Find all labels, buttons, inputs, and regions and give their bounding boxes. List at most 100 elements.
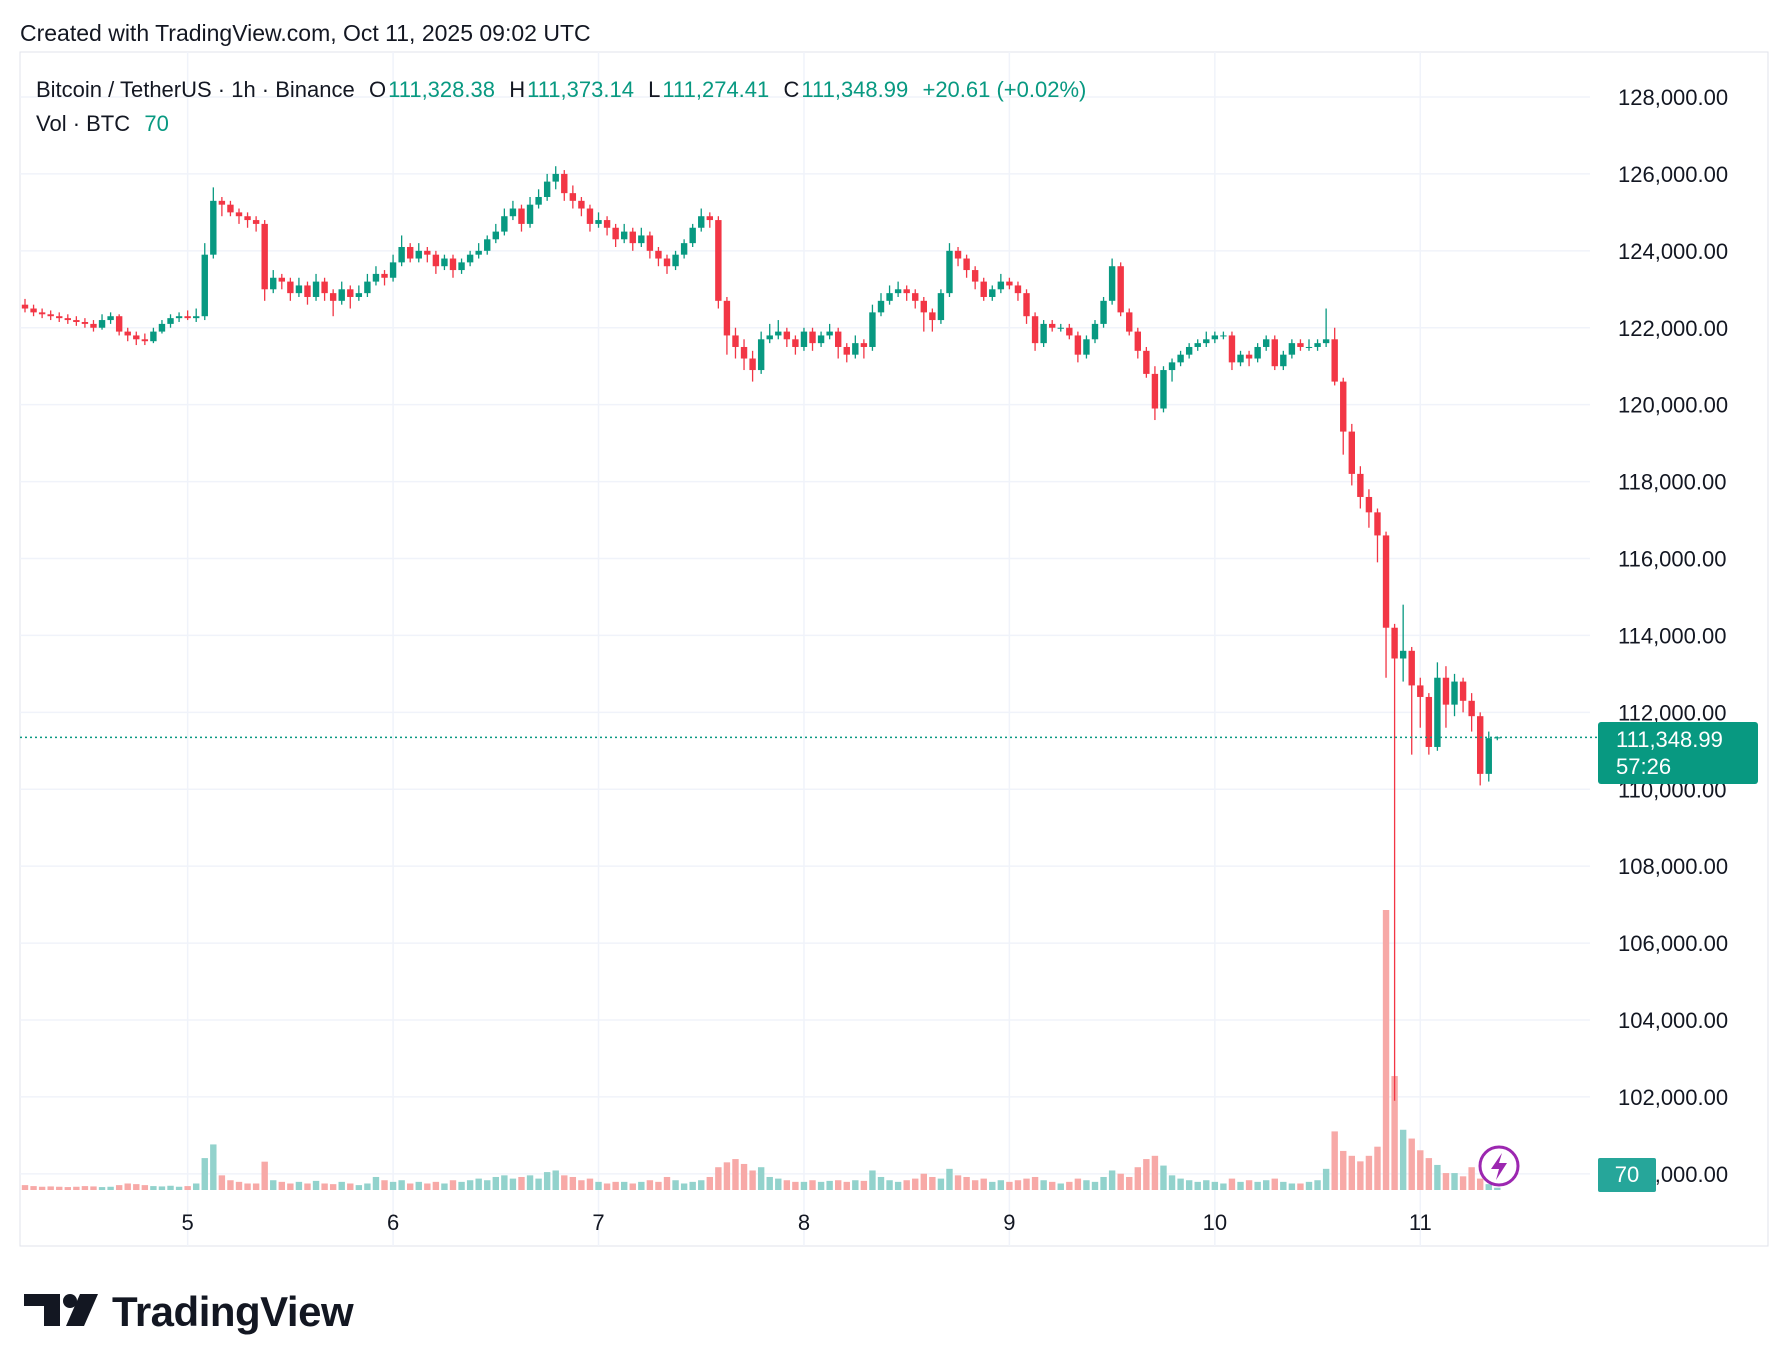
candle-body	[578, 200, 585, 209]
candle-body	[1040, 323, 1047, 344]
volume-bar	[372, 1176, 380, 1190]
volume-bar	[749, 1170, 756, 1190]
volume-bar	[1425, 1158, 1433, 1190]
candle-body	[1126, 312, 1133, 332]
volume-bar	[518, 1176, 525, 1190]
candle-body	[1365, 496, 1373, 513]
candle-body	[595, 220, 602, 224]
volume-bar	[252, 1183, 260, 1190]
candle-body	[680, 243, 688, 255]
volume-bar	[295, 1181, 303, 1190]
candle-body	[1074, 335, 1082, 355]
candle-body	[569, 193, 577, 201]
volume-bar	[167, 1185, 174, 1190]
volume-bar	[535, 1178, 542, 1190]
volume-bar	[458, 1181, 465, 1190]
y-tick-label: 120,000.00	[1618, 393, 1728, 418]
volume-bar	[1211, 1181, 1219, 1190]
candle-body	[1245, 354, 1253, 359]
candle-body	[193, 316, 200, 319]
y-tick-label: 122,000.00	[1618, 316, 1728, 341]
candle-body	[295, 285, 303, 294]
legend-l: L	[648, 77, 661, 102]
candle-body	[663, 258, 671, 267]
y-tick-label: 114,000.00	[1618, 623, 1726, 648]
volume-bar	[689, 1181, 696, 1190]
lightning-icon[interactable]	[1478, 1145, 1520, 1187]
volume-bar	[543, 1172, 551, 1190]
volume-bar	[835, 1180, 842, 1190]
volume-bar	[1083, 1180, 1090, 1190]
volume-bar	[826, 1180, 833, 1190]
candle-body	[954, 250, 962, 259]
candle-body	[141, 339, 149, 342]
volume-bar	[1057, 1183, 1064, 1190]
volume-bar	[1391, 1076, 1398, 1190]
volume-bar	[1288, 1183, 1296, 1190]
volume-bar	[1485, 1184, 1492, 1190]
candle-body	[1151, 373, 1159, 409]
volume-bar	[1074, 1178, 1082, 1190]
legend-change: +20.61 (+0.02%)	[922, 77, 1087, 102]
candle-body	[1177, 354, 1184, 363]
candle-body	[963, 258, 970, 271]
candle-body	[1254, 346, 1261, 359]
volume-bar	[270, 1180, 277, 1190]
volume-bar	[989, 1181, 996, 1190]
candle-body	[81, 321, 89, 324]
candle-body	[638, 235, 645, 244]
volume-bar	[175, 1186, 183, 1190]
volume-layer	[21, 910, 1501, 1190]
volume-bar	[278, 1181, 285, 1190]
candle-body	[612, 227, 619, 240]
candle-body	[321, 281, 328, 294]
candle-body	[1485, 738, 1492, 774]
candle-body	[646, 235, 654, 251]
volume-bar	[1399, 1129, 1407, 1190]
candle-body	[1442, 677, 1450, 705]
volume-bar	[920, 1173, 927, 1190]
candle-body	[903, 289, 910, 294]
candle-body	[800, 331, 808, 347]
volume-bar	[852, 1180, 859, 1190]
volume-bar	[329, 1184, 337, 1190]
volume-bar	[578, 1180, 585, 1190]
candle-body	[475, 250, 482, 255]
volume-bar	[886, 1180, 893, 1190]
volume-bar	[466, 1180, 474, 1190]
volume-bar	[1040, 1180, 1047, 1190]
volume-bar	[193, 1183, 200, 1190]
volume-bar	[107, 1186, 114, 1190]
volume-bar	[894, 1181, 902, 1190]
candle-body	[1108, 266, 1116, 301]
volume-bar	[638, 1181, 645, 1190]
candle-body	[543, 181, 551, 197]
volume-bar	[407, 1183, 414, 1190]
candle-body	[817, 335, 825, 344]
candle-body	[372, 273, 380, 282]
volume-bar	[1100, 1176, 1107, 1190]
volume-bar	[1263, 1180, 1270, 1190]
volume-bar	[954, 1175, 962, 1190]
candle-body	[1468, 700, 1475, 717]
candle-body	[124, 331, 131, 336]
candle-body	[843, 346, 850, 355]
candle-body	[706, 216, 713, 221]
candle-body	[1100, 300, 1107, 324]
volume-bar	[1177, 1178, 1184, 1190]
candle-body	[937, 293, 945, 321]
candle-body	[912, 293, 919, 301]
volume-bar	[184, 1186, 191, 1190]
volume-bar	[586, 1178, 594, 1190]
volume-bar	[1228, 1178, 1236, 1190]
volume-bar	[621, 1181, 628, 1190]
volume-bar	[1468, 1167, 1475, 1190]
candle-body	[1314, 343, 1321, 347]
candle-body	[115, 316, 123, 332]
candle-body	[1143, 350, 1150, 374]
volume-bar	[415, 1181, 422, 1190]
candle-body	[835, 331, 842, 347]
candle-body	[920, 300, 927, 313]
